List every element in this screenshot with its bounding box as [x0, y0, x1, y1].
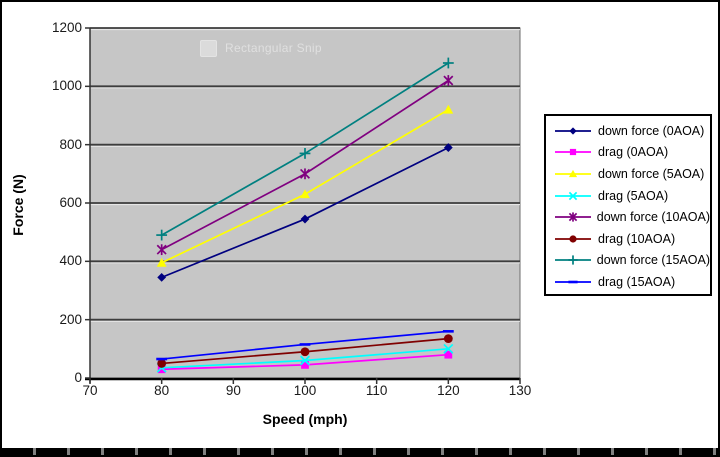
data-point-marker	[300, 189, 310, 199]
y-tick-label: 1200	[51, 20, 82, 35]
x-tick-label: 110	[365, 383, 388, 398]
data-point-marker	[568, 191, 578, 200]
legend-label: drag (0AOA)	[598, 145, 669, 160]
legend-label: down force (15AOA)	[596, 253, 710, 268]
data-point-marker	[568, 212, 578, 222]
y-tick-label: 800	[59, 136, 82, 152]
legend-label: down force (5AOA)	[598, 166, 705, 181]
legend-marker-sample	[555, 149, 591, 156]
data-point-marker	[568, 169, 578, 178]
data-point-marker	[443, 343, 454, 354]
data-point-marker	[156, 244, 167, 256]
x-axis-title: Speed (mph)	[262, 411, 348, 427]
legend-item: down force (5AOA)	[554, 163, 710, 185]
data-point-marker	[157, 365, 166, 374]
legend-label: drag (10AOA)	[598, 231, 676, 246]
x-tick-label: 100	[293, 383, 317, 398]
legend-marker-sample	[555, 169, 591, 178]
legend-box: down force (0AOA) drag (0AOA) down force (…	[544, 114, 712, 296]
data-point-marker	[443, 75, 454, 86]
data-point-marker	[301, 360, 309, 369]
legend-item: drag (10AOA)	[554, 228, 710, 250]
data-point-marker	[299, 168, 311, 180]
x-tick-label: 80	[154, 383, 170, 398]
data-point-marker	[443, 104, 454, 114]
data-point-marker	[157, 359, 167, 368]
chart-plot-area	[85, 27, 521, 384]
legend-item: down force (0AOA)	[554, 120, 710, 142]
data-point-marker	[156, 229, 168, 241]
legend-item: drag (5AOA)	[554, 185, 710, 207]
data-point-marker	[569, 127, 577, 135]
data-point-marker	[300, 214, 310, 224]
legend-item: drag (0AOA)	[554, 142, 710, 164]
legend-marker-sample	[555, 127, 591, 135]
legend-marker-sample	[555, 280, 591, 284]
x-tick-label: 130	[508, 383, 532, 398]
x-tick-label: 90	[225, 383, 241, 398]
data-point-marker	[569, 235, 577, 243]
data-point-marker	[157, 272, 167, 282]
x-tick-label: 70	[82, 383, 98, 398]
legend-item: drag (15AOA)	[554, 271, 710, 293]
legend-marker-sample	[555, 212, 591, 222]
y-tick-label: 600	[59, 195, 82, 210]
y-tick-label: 400	[59, 253, 82, 269]
legend-label: drag (15AOA)	[598, 274, 676, 289]
data-point-marker	[299, 355, 311, 366]
y-axis-title: Force (N)	[10, 174, 26, 236]
data-point-marker	[444, 350, 453, 359]
legend-item: down force (10AOA)	[554, 206, 710, 228]
legend-item: down force (15AOA)	[554, 250, 710, 272]
legend-marker-sample	[555, 255, 591, 265]
data-point-marker	[443, 334, 453, 344]
x-tick-label: 120	[437, 383, 460, 398]
y-tick-label: 200	[59, 311, 82, 327]
bottom-border-bar	[2, 448, 718, 455]
legend-marker-sample	[555, 235, 591, 243]
data-point-marker	[299, 148, 311, 159]
y-tick-label: 0	[74, 370, 82, 385]
legend-label: drag (5AOA)	[598, 188, 669, 203]
legend-label: down force (0AOA)	[598, 123, 705, 138]
legend-label: down force (10AOA)	[596, 210, 710, 225]
data-point-marker	[156, 257, 167, 267]
data-point-marker	[568, 255, 578, 265]
data-point-marker	[443, 143, 453, 152]
data-point-marker	[300, 347, 310, 357]
legend-marker-sample	[555, 191, 591, 200]
y-tick-label: 1000	[51, 78, 82, 94]
data-point-marker	[442, 57, 454, 69]
data-point-marker	[569, 149, 577, 156]
